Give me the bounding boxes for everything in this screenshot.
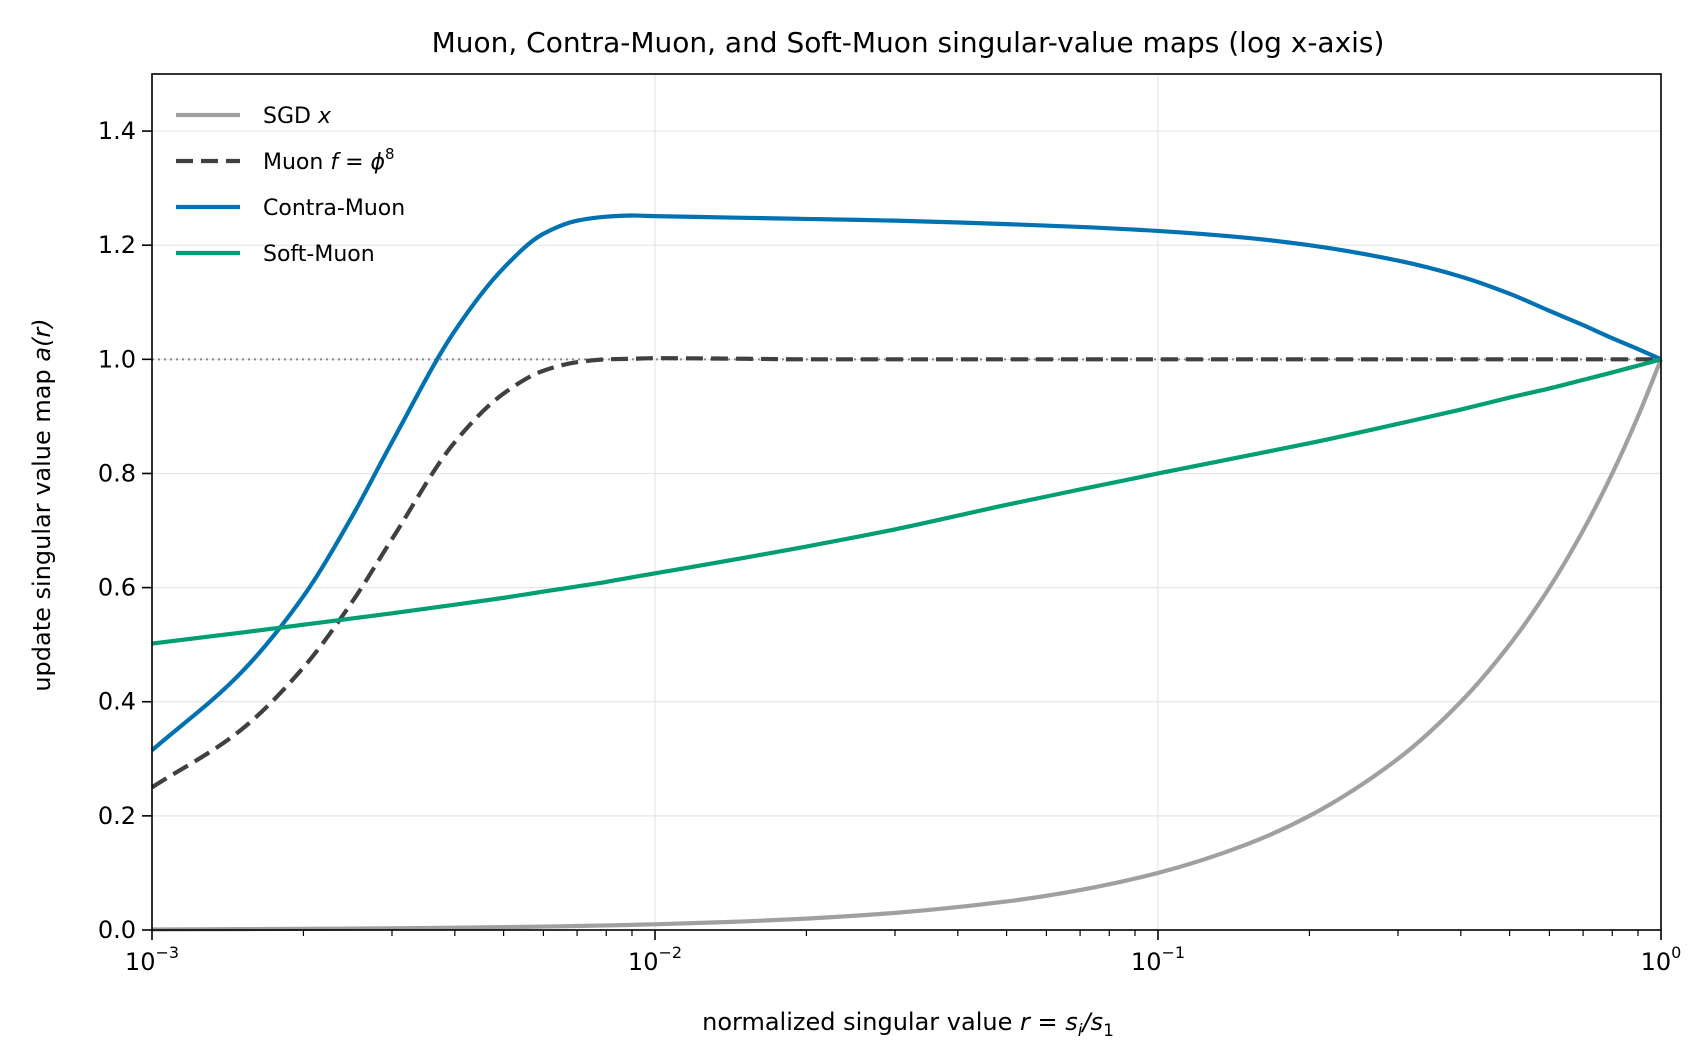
y-tick-label: 0.4: [98, 688, 136, 716]
legend-label-4: Soft-Muon: [263, 242, 375, 267]
series-layer: [150, 213, 1663, 932]
x-tick-label: 10−2: [628, 943, 682, 976]
x-axis-label-sub-i: i: [1078, 1021, 1083, 1041]
x-tick-label-exponent: −3: [155, 943, 179, 962]
legend: SGD x Muon f = ϕ8 Contra-Muon Soft-Muon: [176, 104, 405, 267]
x-tick-label-base: 10: [628, 948, 659, 976]
x-axis-label-text: normalized singular value: [702, 1008, 1020, 1036]
x-tick-label-base: 10: [1131, 948, 1162, 976]
y-tick-label: 0.0: [98, 916, 136, 944]
legend-label-math: x: [317, 104, 332, 129]
x-tick-label-exponent: 0: [1671, 943, 1681, 962]
x-tick-label: 10−1: [1131, 943, 1185, 976]
x-axis-label: normalized singular value r = si/s1: [702, 1008, 1114, 1041]
x-tick-label-exponent: −1: [1161, 943, 1185, 962]
x-tick-label: 10−3: [125, 943, 179, 976]
legend-label-text: SGD: [263, 104, 318, 129]
x-tick-label-base: 10: [1641, 948, 1672, 976]
y-tick-label: 1.0: [98, 345, 136, 373]
series-line-2: [150, 356, 1661, 790]
y-tick-label: 0.2: [98, 802, 136, 830]
legend-label-1: SGD x: [263, 104, 332, 129]
chart-title: Muon, Contra-Muon, and Soft-Muon singula…: [432, 26, 1385, 59]
x-minor-ticks: [302, 930, 1639, 936]
y-axis-ticks: 0.0 0.2 0.4 0.6 0.8 1.0 1.2 1.4: [98, 117, 152, 944]
x-axis-label-slash: /s: [1080, 1008, 1103, 1036]
y-axis-label-text: update singular value map: [28, 362, 56, 692]
y-axis-label: update singular value map a(r): [28, 318, 56, 691]
y-tick-label: 0.8: [98, 459, 136, 487]
x-tick-label-exponent: −2: [658, 943, 682, 962]
y-axis-label-math: a(r): [28, 318, 56, 361]
y-tick-label: 0.6: [98, 574, 136, 602]
x-axis-label-math: r = s: [1020, 1008, 1078, 1036]
x-tick-label-base: 10: [125, 948, 156, 976]
x-axis-ticks: 10−3 10−2 10−1 100: [125, 930, 1681, 976]
series-line-4: [151, 357, 1662, 646]
legend-label-3: Contra-Muon: [263, 196, 405, 221]
legend-label-math: f = ϕ: [330, 150, 385, 175]
plot-area: 10−3 10−2 10−1 100 0.00.20.40.60.81.01.21.4: [98, 73, 1681, 976]
legend-label-2: Muon f = ϕ8: [263, 145, 395, 175]
legend-label-text: Soft-Muon: [263, 242, 375, 267]
series-line-1: [151, 358, 1663, 932]
x-tick-label: 100: [1641, 943, 1682, 976]
series-line-3: [150, 213, 1662, 752]
legend-label-sup: 8: [385, 145, 395, 163]
y-tick-label: 1.2: [98, 231, 136, 259]
y-tick-label: 1.4: [98, 117, 136, 145]
plot-frame: [151, 73, 1662, 931]
x-axis-label-sub-1: 1: [1103, 1021, 1114, 1041]
legend-label-text: Contra-Muon: [263, 196, 405, 221]
legend-label-text: Muon: [263, 150, 330, 175]
